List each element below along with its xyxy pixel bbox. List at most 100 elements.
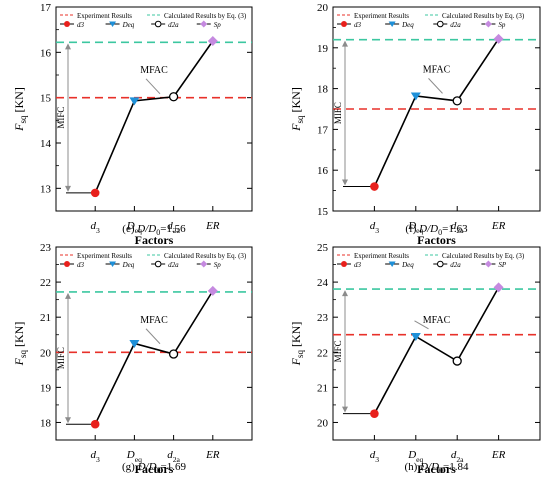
x-tick-label-ER: ER [491,449,506,461]
legend-series-label: d3 [354,21,362,29]
mifc-arrowhead-top [342,40,348,47]
y-tick-label: 19 [317,43,329,55]
y-tick-label: 17 [40,2,52,14]
mifc-arrowhead-bottom [65,417,71,424]
y-axis-label: Fsq [KN] [289,322,305,367]
marker-d2a [168,92,179,102]
y-tick-label: 21 [40,312,51,324]
legend-series-label: Deq [122,21,135,29]
y-tick-label: 16 [317,165,329,177]
mfac-label: MFAC [423,64,451,75]
legend-marker-sp [484,20,492,28]
legend-marker-d3 [341,261,347,267]
marker-d2a [452,356,462,366]
legend-marker-d2a [154,20,162,28]
legend-exp-label: Experiment Results [354,252,409,260]
mifc-label: MIFC [333,340,343,362]
y-tick-label: 18 [317,84,329,96]
panel-caption: (g) D/D0=1.69 [122,461,186,475]
legend-exp-label: Experiment Results [77,252,132,260]
marker-sp [207,36,218,46]
panel-g: 18 19 20 21 22 23 d3 Deq d2a ER Fsq [KN] Factors(g)… [12,242,253,476]
marker-d3 [90,188,100,198]
x-axis-title: Factors [135,462,174,476]
panel-caption: (e) D/D0=1.56 [122,223,186,237]
legend-series-label: Sp [498,21,506,29]
marker-sp [207,285,218,296]
legend-marker-deq [388,21,396,27]
legend-marker-d2a [436,260,444,268]
y-tick-label: 13 [40,183,52,195]
mfac-arrow [414,320,429,330]
panel-e: 13 14 15 16 17 d3 Deq d2a ER Fsq [KN] Factors(e) D… [12,2,253,247]
legend-series-label: d2a [450,261,461,269]
y-tick-label: 20 [317,417,329,429]
legend-exp-label: Experiment Results [77,12,132,20]
legend-series-label: SP [498,261,507,269]
marker-d3 [370,409,379,418]
y-tick-label: 25 [317,242,329,254]
mifc-label: MIFC [56,347,66,369]
legend-series-label: d2a [450,21,461,29]
marker-sp [493,282,504,293]
legend: Experiment Results Calculated Results by … [337,12,525,29]
legend-series-label: Deq [122,261,135,269]
mifc-arrowhead-top [342,290,348,297]
mfac-label: MFAC [423,315,451,326]
plot-frame [332,246,541,441]
y-axis-label: Fsq [KN] [12,87,28,132]
x-axis-title: Factors [417,233,456,247]
y-tick-label: 16 [40,47,52,59]
x-tick-label-d2a: d2a [451,220,464,235]
y-tick-label: 23 [40,242,52,254]
x-tick-label-Deq: Deq [126,449,142,464]
marker-d3 [90,419,100,429]
y-tick-label: 15 [40,93,52,105]
legend-series-label: d2a [168,261,179,269]
legend-marker-d3 [64,261,70,267]
mfac-label: MFAC [140,65,168,76]
mfac-arrow [145,78,161,95]
x-tick-label-d3: d3 [91,449,101,464]
panel-h: 20 21 22 23 24 25 d3 Deq d2a ER Fsq [KN] Factors(h)… [289,242,541,476]
data-line [373,286,500,415]
mifc-arrowhead-top [65,292,71,299]
mfac-label: MFAC [140,315,168,326]
legend-marker-sp [200,260,208,268]
legend-marker-d2a [436,20,444,28]
y-axis-label: Fsq [KN] [289,87,305,132]
legend-calc-label: Calculated Results by Eq. (3) [164,12,247,20]
y-tick-label: 21 [317,382,328,394]
x-tick-label-d3: d3 [91,220,101,235]
data-line [373,38,500,187]
x-axis-title: Factors [135,233,174,247]
legend-series-label: Deq [401,261,414,269]
y-tick-label: 17 [317,124,329,136]
x-tick-label-Deq: Deq [407,220,423,235]
legend: Experiment Results Calculated Results by … [337,252,525,269]
y-tick-label: 19 [40,382,52,394]
mifc-arrowhead-bottom [342,179,348,186]
y-tick-label: 22 [317,347,328,359]
legend-series-label: d3 [354,261,362,269]
legend-marker-d2a [154,260,162,268]
y-tick-label: 23 [317,312,329,324]
marker-d3 [370,182,379,191]
plot-frame [55,6,253,212]
legend-marker-sp [484,260,492,268]
legend-calc-label: Calculated Results by Eq. (3) [442,12,525,20]
x-tick-label-d2a: d2a [167,220,180,235]
legend-marker-deq [109,261,117,267]
x-tick-label-d2a: d2a [167,449,180,464]
legend-marker-deq [109,21,117,27]
panel-caption: (f) D/D0=1.63 [405,223,468,237]
legend: Experiment Results Calculated Results by … [60,252,247,269]
x-tick-label-ER: ER [205,220,220,232]
legend-series-label: d2a [168,21,179,29]
data-line [94,40,214,194]
x-tick-label-d3: d3 [370,449,380,464]
marker-deq [129,340,140,348]
y-tick-label: 22 [40,277,51,289]
legend-calc-label: Calculated Results by Eq. (3) [442,252,525,260]
